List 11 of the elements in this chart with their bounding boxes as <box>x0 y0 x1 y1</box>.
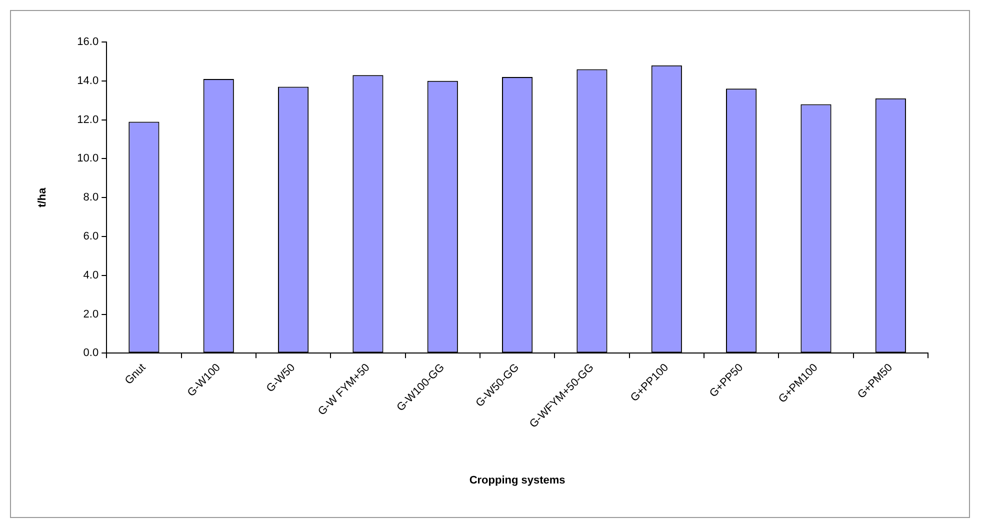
y-tick-label: 8.0 <box>83 192 99 204</box>
y-tick-label: 10.0 <box>77 152 99 165</box>
y-tick-label: 16.0 <box>77 36 99 48</box>
x-axis-title: Cropping systems <box>469 474 566 486</box>
y-axis-title: t/ha <box>36 186 49 208</box>
y-tick-label: 6.0 <box>83 230 99 243</box>
y-tick-label: 14.0 <box>77 74 99 87</box>
y-tick-label: 4.0 <box>83 269 99 282</box>
y-tick-label: 12.0 <box>77 114 99 126</box>
y-tick-label: 2.0 <box>83 308 99 320</box>
y-tick-label: 0.0 <box>83 347 99 360</box>
